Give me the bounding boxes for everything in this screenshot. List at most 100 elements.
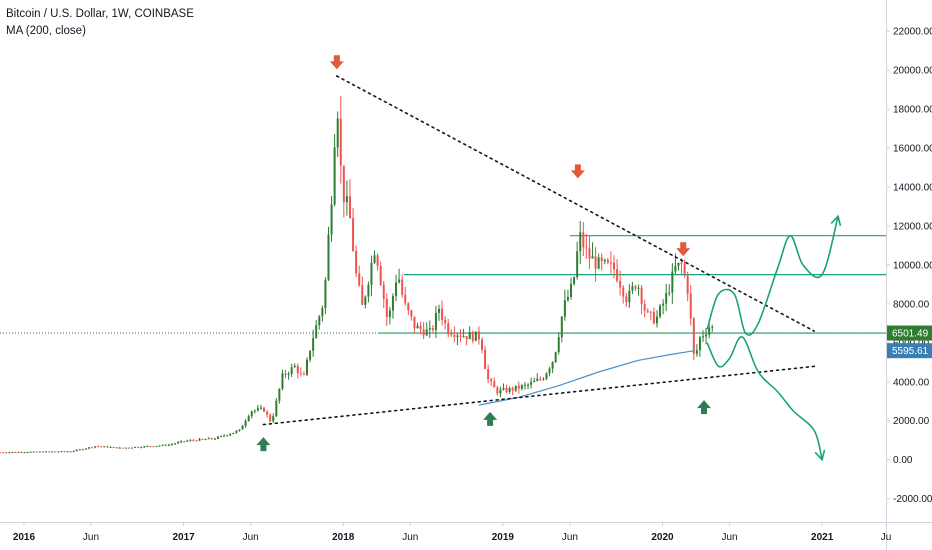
candle-body bbox=[118, 447, 121, 449]
candle-body bbox=[60, 451, 63, 453]
candle-body bbox=[585, 247, 588, 249]
x-tick-label: Jun bbox=[83, 532, 99, 543]
candle-body bbox=[327, 234, 330, 280]
candle-body bbox=[91, 447, 94, 449]
up-arrow-icon bbox=[697, 400, 712, 415]
candle-body bbox=[229, 433, 232, 436]
candle-body bbox=[207, 438, 210, 440]
candle-body bbox=[278, 388, 281, 401]
candle-body bbox=[8, 452, 11, 454]
candle-body bbox=[542, 379, 545, 381]
candle-body bbox=[450, 333, 453, 335]
candle-body bbox=[244, 420, 247, 426]
candle-body bbox=[702, 336, 705, 338]
y-tick-label: 8000.00 bbox=[893, 299, 930, 310]
candle-body bbox=[631, 286, 634, 291]
y-tick-label: 16000.00 bbox=[893, 144, 932, 155]
candle-body bbox=[173, 443, 176, 445]
x-tick-label: Jun bbox=[402, 532, 418, 543]
candle-body bbox=[382, 284, 385, 299]
candle-body bbox=[388, 310, 391, 318]
candle-body bbox=[649, 311, 652, 313]
candle-body bbox=[566, 296, 569, 301]
candle-body bbox=[330, 204, 333, 235]
candle-body bbox=[238, 429, 241, 431]
candle-body bbox=[131, 447, 134, 449]
x-tick-label: Jun bbox=[562, 532, 578, 543]
candle-body bbox=[422, 329, 425, 336]
candle-body bbox=[121, 447, 124, 449]
candle-body bbox=[591, 256, 594, 259]
candle-body bbox=[557, 337, 560, 353]
candle-body bbox=[619, 280, 622, 288]
candle-body bbox=[299, 372, 302, 374]
x-tick-label: 2019 bbox=[492, 532, 515, 543]
candle-body bbox=[413, 316, 416, 329]
candle-body bbox=[508, 388, 511, 392]
candle-body bbox=[309, 350, 312, 360]
candle-body bbox=[23, 452, 26, 454]
candle-body bbox=[367, 284, 370, 297]
candle-body bbox=[594, 256, 597, 269]
candle-body bbox=[137, 446, 140, 448]
candle-body bbox=[600, 257, 603, 262]
candle-body bbox=[680, 262, 683, 264]
y-tick-label: 18000.00 bbox=[893, 105, 932, 116]
candle-body bbox=[134, 446, 137, 448]
last-price-badge-label: 6501.49 bbox=[892, 329, 929, 340]
candle-body bbox=[272, 416, 275, 422]
candle-body bbox=[198, 438, 201, 441]
candle-body bbox=[612, 262, 615, 270]
downtrend-line[interactable] bbox=[335, 75, 816, 332]
y-tick-label: 10000.00 bbox=[893, 260, 932, 271]
candle-body bbox=[170, 444, 173, 446]
candle-body bbox=[112, 447, 115, 449]
candle-body bbox=[573, 277, 576, 284]
candle-body bbox=[588, 248, 591, 259]
candle-body bbox=[533, 380, 536, 383]
candle-body bbox=[395, 282, 398, 297]
candle-body bbox=[183, 441, 186, 443]
candle-body bbox=[140, 447, 143, 449]
candle-body bbox=[0, 452, 1, 454]
candle-body bbox=[345, 196, 348, 203]
symbol-title: Bitcoin / U.S. Dollar, 1W, COINBASE bbox=[6, 8, 194, 20]
candle-body bbox=[146, 446, 149, 448]
bearish-scenario-path[interactable] bbox=[706, 336, 823, 460]
candle-body bbox=[336, 118, 339, 148]
ma-200-line[interactable] bbox=[478, 350, 695, 406]
candle-body bbox=[232, 432, 235, 434]
candle-body bbox=[536, 378, 539, 381]
candle-body bbox=[48, 451, 51, 453]
candle-body bbox=[256, 408, 259, 411]
candle-body bbox=[45, 451, 48, 453]
y-tick-label: 0.00 bbox=[893, 455, 913, 466]
x-tick-label: 2016 bbox=[13, 532, 36, 543]
candle-body bbox=[551, 362, 554, 369]
y-tick-label: 22000.00 bbox=[893, 27, 932, 38]
candle-body bbox=[195, 440, 198, 442]
candle-body bbox=[78, 449, 81, 451]
candle-body bbox=[333, 147, 336, 205]
candle-body bbox=[471, 332, 474, 341]
candle-body bbox=[302, 373, 305, 375]
ma-value-badge bbox=[887, 343, 932, 359]
candle-body bbox=[2, 452, 5, 454]
bullish-scenario-path[interactable] bbox=[706, 215, 839, 336]
candle-body bbox=[284, 373, 287, 375]
bullish-scenario-path-arrowhead bbox=[830, 214, 842, 227]
candle-body bbox=[484, 349, 487, 370]
candle-body bbox=[527, 384, 530, 386]
candle-body bbox=[109, 447, 112, 449]
candle-body bbox=[582, 232, 585, 248]
candle-body bbox=[321, 308, 324, 317]
uptrend-line[interactable] bbox=[262, 365, 817, 426]
candle-body bbox=[496, 387, 499, 394]
candle-body bbox=[72, 451, 75, 453]
bearish-scenario-path-arrowhead bbox=[814, 449, 826, 462]
candle-body bbox=[247, 416, 250, 421]
candle-body bbox=[186, 440, 189, 442]
candle-body bbox=[97, 446, 100, 448]
candle-body bbox=[20, 451, 23, 453]
